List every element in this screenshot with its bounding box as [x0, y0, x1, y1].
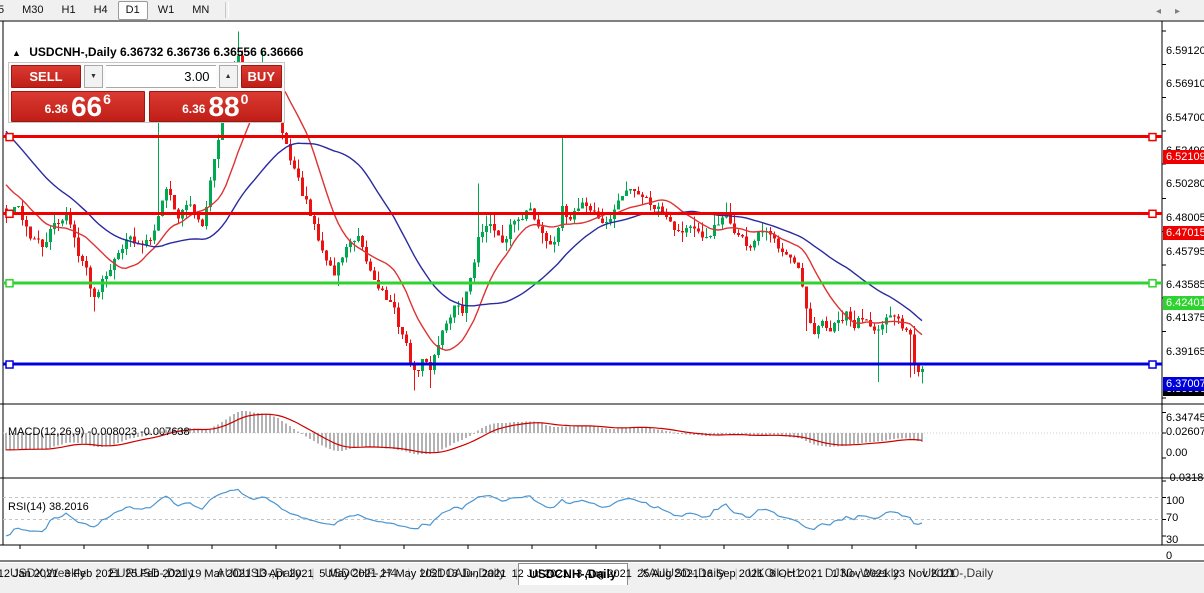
- tab-separator: |: [407, 566, 411, 580]
- date-tick-label: 12 Jul 2021: [511, 568, 569, 580]
- macd-indicator-label: MACD(12,26,9) -0.008023 -0.007638: [8, 426, 190, 438]
- chart-title: ▲ USDCNH-,Daily 6.36732 6.36736 6.36556 …: [12, 45, 303, 59]
- date-tick-label: 16 Sep 2021: [700, 568, 764, 580]
- sell-price-pip: 6: [103, 91, 111, 107]
- price-tick-label: 6.50280: [1166, 178, 1204, 191]
- macd-tick-label: 0.00: [1166, 447, 1188, 459]
- price-tick-label: 6.56910: [1166, 78, 1204, 91]
- chart-symbol-label: USDCNH-,Daily: [29, 45, 117, 59]
- date-tick-label: 25 Feb 2021: [125, 568, 187, 580]
- chart-tab-audusd-daily[interactable]: AUDUSD-,Daily: [216, 566, 302, 580]
- tab-separator: |: [311, 566, 315, 580]
- volume-increase-button[interactable]: ▲: [218, 65, 238, 88]
- date-tick-label: 27 May 2021: [380, 568, 444, 580]
- price-tick-label: 6.45795: [1166, 245, 1204, 258]
- sell-price-prefix: 6.36: [44, 102, 68, 116]
- timeframe-toolbar: 5 M30 H1 H4 D1 W1 MN: [0, 0, 1204, 20]
- chevron-up-icon: ▲: [224, 73, 232, 80]
- price-tick-label: 6.59120: [1166, 45, 1204, 57]
- tab-separator: |: [203, 566, 207, 580]
- rsi-tick-label: 30: [1166, 533, 1179, 546]
- chart-tab-usdcad-daily[interactable]: USDCAD-,Daily: [420, 566, 506, 580]
- date-tick-label: 13 Apr 2021: [254, 568, 314, 580]
- rsi-tick-label: 70: [1166, 511, 1179, 524]
- level-price-label: 6.37007: [1163, 377, 1204, 392]
- tab-separator: |: [95, 566, 99, 580]
- chart-ohlc-values: 6.36732 6.36736 6.36556 6.36666: [119, 45, 304, 59]
- date-tick-label: 23 Nov 2021: [892, 568, 956, 580]
- date-tick-label: 19 Mar 2021: [189, 568, 251, 580]
- date-tick-label: 18 Jun 2021: [445, 568, 507, 580]
- chart-tab-xauusd-daily[interactable]: XAUUSD-,Daily: [640, 566, 725, 580]
- date-tick-label: 12 Jan 2021: [0, 568, 59, 580]
- tab-scroll-arrows: ◂▸: [1156, 6, 1194, 17]
- timeframe-button-w1[interactable]: W1: [157, 3, 175, 16]
- timeframe-button-h4[interactable]: H4: [93, 3, 108, 16]
- tab-scroll-right-icon[interactable]: ▸: [1174, 6, 1194, 17]
- timeframe-button-h1[interactable]: H1: [61, 3, 76, 16]
- chart-tab-uk100-daily[interactable]: UK100-,Daily: [922, 566, 994, 580]
- rsi-tick-label: 0: [1166, 550, 1173, 562]
- timeframe-button-m30[interactable]: M30: [22, 3, 44, 16]
- date-tick-label: 3 Aug 2021: [576, 568, 632, 580]
- timeframe-button-5[interactable]: 5: [0, 3, 5, 16]
- volume-input[interactable]: [106, 65, 216, 88]
- collapse-panel-icon[interactable]: ▲: [12, 48, 21, 58]
- chart-tab-usdx-weekly[interactable]: USDX,Weekly: [10, 566, 86, 580]
- toolbar-separator: [225, 2, 230, 18]
- tab-separator: |: [627, 566, 631, 580]
- price-tick-label: 6.34745: [1166, 412, 1204, 425]
- tab-separator: |: [909, 566, 913, 580]
- macd-tick-label: -0.03187: [1166, 472, 1204, 485]
- sell-price-button[interactable]: 6.36 66 6: [11, 91, 145, 122]
- chart-tab-usdcnh-daily[interactable]: USDCNH-,Daily: [518, 563, 628, 585]
- level-price-label: 6.47015: [1163, 226, 1204, 241]
- one-click-trade-panel: SELL ▼ ▲ BUY 6.36 66 6 6.36 88: [8, 62, 285, 123]
- chart-tabs-bar: USDX,Weekly | EURUSD-,Daily | AUDUSD-,Daily |…: [0, 563, 1204, 593]
- rsi-indicator-label: RSI(14) 38.2016: [8, 501, 89, 513]
- buy-price-pip: 0: [240, 91, 249, 107]
- macd-tick-label: 0.02607: [1166, 426, 1204, 439]
- tab-separator: |: [734, 566, 738, 580]
- date-tick-label: 8 Oct 2021: [769, 568, 823, 580]
- chart-tab-usdchf-h4[interactable]: USDCHF-,H4: [324, 566, 398, 580]
- chart-tab-ukoil-h1[interactable]: UKOil-,H1: [747, 566, 802, 580]
- price-tick-label: 6.43585: [1166, 278, 1204, 291]
- buy-price-prefix: 6.36: [182, 102, 206, 116]
- buy-button[interactable]: BUY: [240, 65, 282, 88]
- level-price-label: 6.42401: [1163, 295, 1204, 310]
- date-tick-label: 5 May 2021: [319, 568, 377, 580]
- chart-window: ▲ USDCNH-,Daily 6.36732 6.36736 6.36556 …: [0, 20, 1204, 580]
- sell-button[interactable]: SELL: [11, 65, 81, 88]
- chevron-down-icon: ▼: [90, 73, 97, 80]
- timeframe-button-mn[interactable]: MN: [192, 3, 210, 16]
- price-chart-canvas[interactable]: [0, 20, 1204, 593]
- chart-tab-eurusd-daily[interactable]: EURUSD-,Daily: [108, 566, 194, 580]
- tab-scroll-left-icon[interactable]: ◂: [1155, 6, 1175, 17]
- buy-price-button[interactable]: 6.36 88 0: [148, 91, 282, 122]
- volume-decrease-button[interactable]: ▼: [84, 65, 103, 88]
- date-tick-label: 1 Nov 2021: [831, 568, 889, 580]
- tab-separator: |: [811, 566, 815, 580]
- price-tick-label: 6.39165: [1166, 345, 1204, 358]
- date-tick-label: 3 Feb 2021: [64, 568, 120, 580]
- price-tick-label: 6.41375: [1166, 312, 1204, 325]
- buy-price-big: 88: [208, 91, 240, 122]
- tab-separator: |: [515, 566, 519, 580]
- price-tick-label: 6.54700: [1166, 111, 1204, 124]
- timeframe-button-d1[interactable]: D1: [117, 0, 148, 20]
- chart-tab-dj30-weekly[interactable]: DJ30-,Weekly: [824, 566, 900, 580]
- price-tick-label: 6.48005: [1166, 212, 1204, 225]
- sell-price-big: 66: [70, 91, 103, 122]
- level-price-label: 6.52109: [1163, 149, 1204, 164]
- rsi-tick-label: 100: [1166, 495, 1185, 507]
- date-tick-label: 25 Aug 2021: [637, 568, 699, 580]
